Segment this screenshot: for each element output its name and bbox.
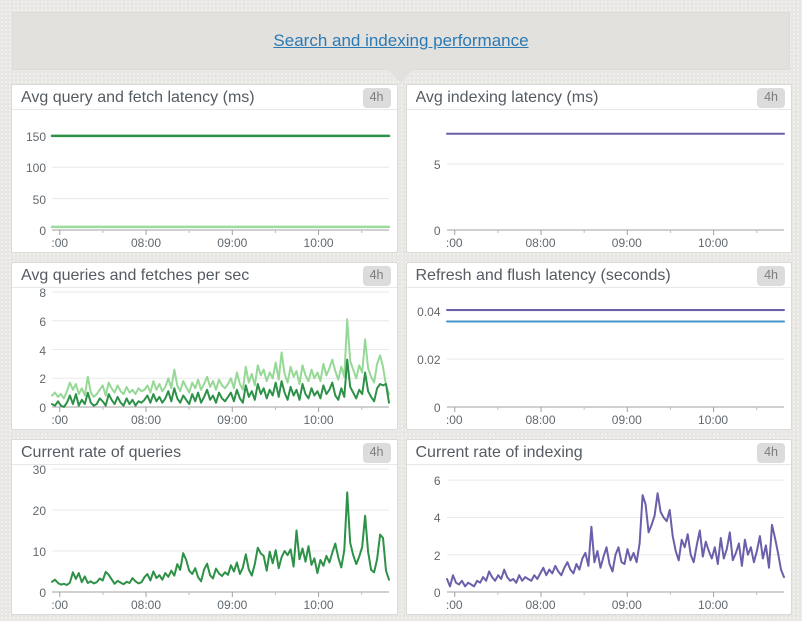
y-tick-label: 150 [25,129,46,144]
x-tick-label: 09:00 [611,236,642,250]
x-tick-label: 08:00 [525,598,556,612]
x-tick-label: 10:00 [698,598,729,612]
y-tick-label: 0 [433,224,441,238]
series-line [51,358,390,408]
y-tick-label: 4 [39,343,46,358]
y-tick-label: 100 [25,161,46,176]
y-tick-label: 50 [32,192,46,207]
time-range-badge[interactable]: 4h [362,88,391,108]
y-tick-label: 8 [39,286,46,300]
panel-avg-indexing-latency: Avg indexing latency (ms) 4h 0 5:00 08:00 0… [405,84,792,253]
x-tick-label: :00 [51,236,69,250]
x-tick-label: 10:00 [698,413,729,427]
panel-grid: Avg query and fetch latency (ms) 4h 0 50 1… [11,84,792,615]
x-tick-label: :00 [445,413,463,427]
y-tick-label: 0.04 [417,305,441,320]
series-line [51,491,390,586]
time-range-badge[interactable]: 4h [757,266,785,286]
panel-avg-query-fetch-latency: Avg query and fetch latency (ms) 4h 0 50 1… [11,84,398,253]
chart-canvas [50,134,391,235]
x-tick-label: 08:00 [525,236,556,250]
y-tick-label: 0 [39,586,46,600]
x-tick-label: 10:00 [303,598,334,612]
panel-title: Refresh and flush latency (seconds) [415,267,671,284]
panel-current-rate-of-queries: Current rate of queries 4h 0 10 20 30 :00 08:… [11,439,398,615]
chart-refresh-flush-latency[interactable]: 0 0.02 0.04 :00 08:00 09:00 10:00 [407,288,792,429]
y-tick-label: 0 [39,224,46,238]
x-tick-label: 09:00 [217,598,248,612]
y-tick-label: 20 [32,504,46,518]
series-line [445,492,785,588]
dashboard-header-bar: Search and indexing performance [12,12,790,83]
y-tick-label: 2 [433,548,441,563]
y-tick-label: 2 [39,372,46,387]
panel-header: Avg indexing latency (ms) 4h [406,85,791,110]
y-tick-label: 0 [433,586,441,600]
chart-avg-indexing-latency[interactable]: 0 5 :00 08:00 09:00 10:00 [407,110,792,252]
y-tick-label: 0 [39,401,46,415]
chart-canvas [51,291,390,412]
chart-current-rate-of-indexing[interactable]: 0 2 4 6 :00 08:00 09:00 10:00 [407,465,792,614]
x-tick-label: :00 [445,598,463,612]
chart-canvas [445,479,785,597]
panel-header: Avg query and fetch latency (ms) 4h [12,85,397,110]
panel-header: Current rate of queries 4h [12,440,397,465]
y-tick-label: 5 [433,158,441,173]
panel-title: Avg queries and fetches per sec [21,267,250,284]
y-tick-label: 0.02 [417,353,441,368]
chart-canvas [445,309,785,412]
panel-header: Avg queries and fetches per sec 4h [12,263,397,288]
time-range-badge[interactable]: 4h [362,443,391,463]
panel-current-rate-of-indexing: Current rate of indexing 4h 0 2 4 6 :00 08:00… [405,439,792,615]
chart-avg-query-fetch-latency[interactable]: 0 50 100 150 :00 08:00 09:00 10:00 [12,110,397,252]
y-tick-label: 30 [32,463,46,477]
panel-refresh-flush-latency: Refresh and flush latency (seconds) 4h 0… [405,262,792,430]
dashboard-title-link[interactable]: Search and indexing performance [273,31,529,50]
x-tick-label: 08:00 [131,236,162,250]
chart-current-rate-of-queries[interactable]: 0 10 20 30 :00 08:00 09:00 10:00 [12,463,397,614]
chart-canvas [51,468,390,597]
y-tick-label: 10 [32,545,46,559]
x-tick-label: 09:00 [611,413,642,427]
panel-title: Current rate of queries [21,444,182,461]
x-tick-label: :00 [445,236,463,250]
panel-title: Avg query and fetch latency (ms) [21,89,255,106]
panel-title: Current rate of indexing [415,444,583,461]
panel-header: Current rate of indexing 4h [406,440,791,465]
y-tick-label: 4 [433,511,441,526]
y-tick-label: 6 [39,314,46,329]
series-line [51,318,390,400]
x-tick-label: 10:00 [698,236,729,250]
time-range-badge[interactable]: 4h [757,443,785,463]
time-range-badge[interactable]: 4h [362,266,391,286]
panel-title: Avg indexing latency (ms) [415,89,599,106]
x-tick-label: 10:00 [303,413,334,427]
x-tick-label: 09:00 [217,413,248,427]
y-tick-label: 6 [433,474,441,489]
chart-avg-queries-fetches-per-sec[interactable]: 0 2 4 6 8 :00 08:00 09:00 10:00 [12,286,397,429]
x-tick-label: 08:00 [131,413,162,427]
x-tick-label: 08:00 [131,598,162,612]
panel-avg-queries-fetches-per-sec: Avg queries and fetches per sec 4h 0 2 4 6 8… [11,262,398,430]
x-tick-label: 10:00 [303,236,334,250]
x-tick-label: 09:00 [611,598,642,612]
chart-canvas [445,132,785,235]
x-tick-label: 08:00 [525,413,556,427]
time-range-badge[interactable]: 4h [757,88,785,108]
y-tick-label: 0 [433,401,441,415]
panel-header: Refresh and flush latency (seconds) 4h [406,263,791,288]
x-tick-label: 09:00 [217,236,248,250]
x-tick-label: :00 [51,413,69,427]
x-tick-label: :00 [51,598,69,612]
